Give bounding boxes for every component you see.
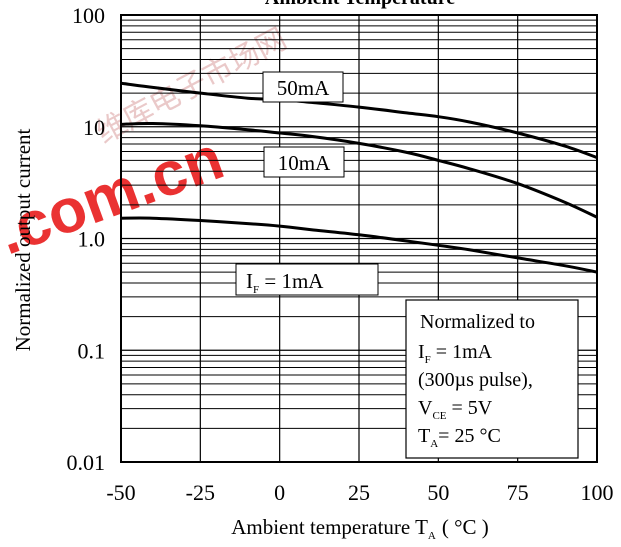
x-tick-label: 0	[274, 480, 285, 505]
x-tick-label: -50	[106, 480, 135, 505]
series-line-0	[120, 81, 598, 160]
y-tick-label: 1.0	[78, 227, 106, 252]
y-tick-label: 0.01	[67, 450, 106, 475]
series-label-10ma-text: 10mA	[278, 151, 331, 175]
x-axis-title: Ambient temperature TA( °C )	[231, 515, 489, 542]
note-line-2: IF = 1mA	[418, 341, 493, 366]
curves	[120, 81, 598, 274]
x-tick-labels: -50 -25 0 25 50 75 100	[106, 480, 613, 505]
x-tick-label: -25	[186, 480, 215, 505]
y-tick-label: 100	[72, 3, 105, 28]
x-tick-label: 75	[507, 480, 529, 505]
x-tick-label: 50	[427, 480, 449, 505]
series-label-1ma: IF = 1mA	[235, 263, 379, 296]
y-tick-label: 10	[83, 115, 105, 140]
series-label-50ma: 50mA	[262, 71, 344, 103]
plot-frame	[120, 14, 598, 463]
series-line-2	[120, 216, 598, 274]
note-line-4: VCE = 5V	[418, 397, 493, 422]
series-label-50ma-text: 50mA	[277, 76, 330, 100]
series-label-10ma: 10mA	[263, 146, 345, 178]
chart-title: Ambient Temperature	[265, 0, 455, 9]
y-tick-labels: 100 10 1.0 0.1 0.01	[67, 3, 106, 475]
y-tick-label: 0.1	[78, 338, 106, 363]
series-line-1	[120, 121, 598, 219]
note-line-5: TA= 25 °C	[418, 425, 501, 450]
normalization-note: Normalized to IF = 1mA (300µs pulse), VC…	[405, 299, 579, 459]
x-tick-label: 25	[348, 480, 370, 505]
note-line-3: (300µs pulse),	[418, 369, 533, 391]
note-line-1: Normalized to	[420, 311, 535, 333]
y-axis-title: Normalized output current	[11, 128, 35, 351]
series-label-1ma-text: IF = 1mA	[246, 269, 324, 296]
x-tick-label: 100	[581, 480, 614, 505]
